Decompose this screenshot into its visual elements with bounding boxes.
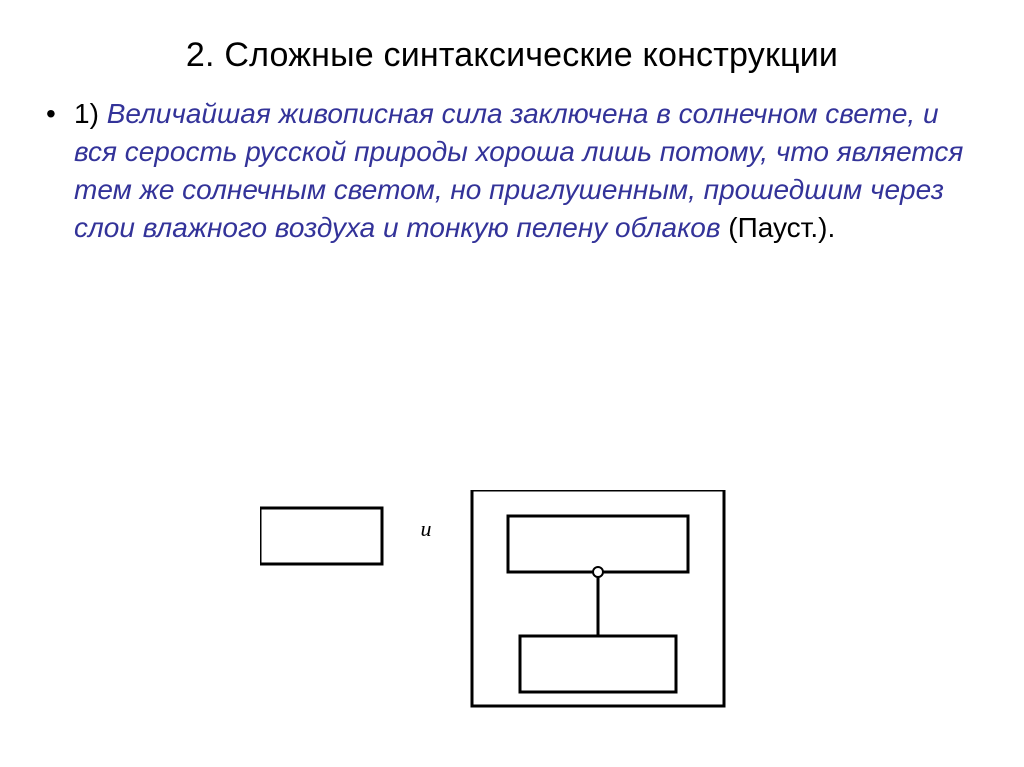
- bullet-number: 1): [74, 98, 99, 129]
- body: • 1) Величайшая живописная сила заключен…: [0, 95, 1024, 247]
- bullet-attrib: (Пауст.).: [728, 212, 835, 243]
- slide: 2. Сложные синтаксические конструкции • …: [0, 0, 1024, 767]
- bullet-item: • 1) Величайшая живописная сила заключен…: [46, 95, 964, 247]
- sentence-diagram: и: [260, 490, 780, 720]
- bullet-text: 1) Величайшая живописная сила заключена …: [74, 95, 964, 247]
- bullet-marker: •: [46, 95, 74, 133]
- svg-text:и: и: [421, 516, 432, 541]
- slide-title: 2. Сложные синтаксические конструкции: [0, 0, 1024, 95]
